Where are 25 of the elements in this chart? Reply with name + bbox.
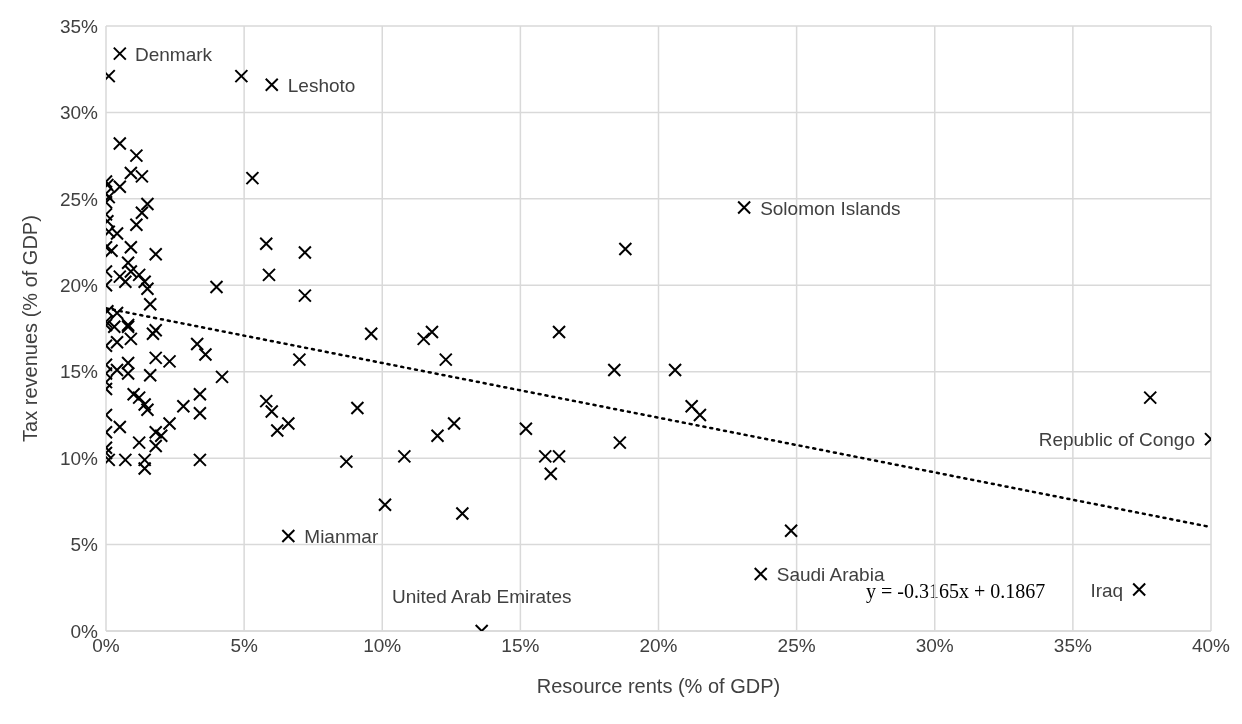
annotation: Iraq (1090, 579, 1124, 601)
y-tick-label: 30% (59, 102, 99, 124)
y-tick-label: 20% (59, 275, 99, 297)
y-tick-label: 5% (70, 534, 99, 556)
x-tick-label: 25% (777, 635, 816, 657)
x-axis-title: Resource rents (% of GDP) (536, 675, 781, 697)
y-tick-label: 25% (59, 188, 99, 210)
annotation: Denmark (134, 43, 213, 65)
annotation: Solomon Islands (760, 197, 901, 219)
annotation: Mianmar (304, 525, 379, 547)
annotation: Republic of Congo (1038, 429, 1195, 451)
y-tick-label: 15% (59, 361, 99, 383)
y-axis-title: Tax revenues (% of GDP) (19, 215, 42, 442)
x-tick-label: 35% (1053, 635, 1092, 657)
annotation: Saudi Arabia (776, 563, 885, 585)
x-tick-label: 40% (1191, 635, 1231, 657)
x-tick-label: 10% (363, 635, 402, 657)
x-tick-label: 5% (230, 635, 258, 657)
y-tick-label: 10% (59, 447, 99, 469)
annotation: United Arab Emirates (391, 586, 572, 607)
x-tick-label: 30% (915, 635, 954, 657)
x-tick-label: 20% (639, 635, 678, 657)
x-tick-label: 15% (501, 635, 540, 657)
annotation: Leshoto (287, 74, 356, 96)
y-tick-label: 35% (59, 15, 99, 37)
